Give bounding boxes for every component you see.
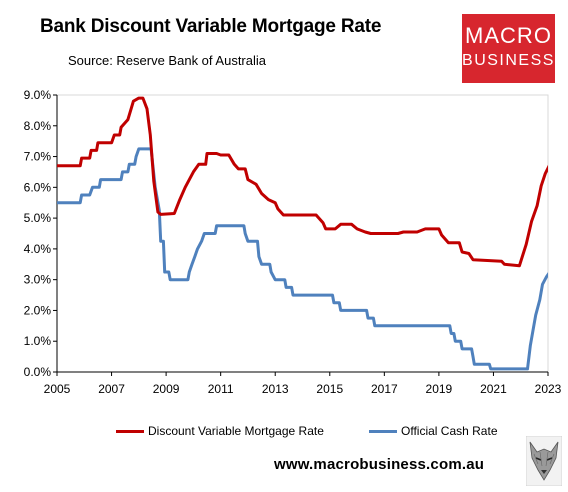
legend-label-cash-rate: Official Cash Rate — [401, 424, 498, 438]
chart-subtitle: Source: Reserve Bank of Australia — [68, 53, 266, 68]
x-tick-label: 2013 — [262, 382, 289, 396]
series-line-cash-rate — [57, 147, 548, 371]
macrobusiness-logo: MACRO BUSINESS — [462, 14, 555, 83]
series-line-mortgage-rate — [57, 96, 548, 268]
y-tick-label: 2.0% — [24, 303, 52, 317]
y-tick-label: 5.0% — [24, 211, 52, 225]
footer-url: www.macrobusiness.com.au — [274, 456, 485, 473]
plot-frame — [56, 94, 549, 373]
x-tick-label: 2021 — [480, 382, 507, 396]
legend-swatch-cash-rate — [369, 429, 397, 433]
legend-label-mortgage-rate: Discount Variable Mortgage Rate — [148, 424, 324, 438]
x-tick-label: 2011 — [208, 382, 234, 396]
legend-item-cash-rate: Official Cash Rate — [369, 424, 498, 438]
legend-item-mortgage-rate: Discount Variable Mortgage Rate — [116, 424, 324, 438]
y-tick-label: 7.0% — [24, 150, 52, 164]
y-tick-label: 0.0% — [24, 365, 52, 379]
wolf-logo-icon — [526, 436, 562, 486]
x-tick-label: 2007 — [98, 382, 125, 396]
chart-title: Bank Discount Variable Mortgage Rate — [40, 16, 382, 37]
x-tick-label: 2015 — [316, 382, 343, 396]
x-tick-label: 2005 — [44, 382, 71, 396]
line-chart: 0.0% 1.0% 2.0% 3.0% 4.0% 5.0% 6.0% 7.0% 8.0% 9.0%… — [24, 88, 562, 396]
logo-line2: BUSINESS — [462, 52, 555, 69]
legend-swatch-mortgage-rate — [116, 429, 144, 433]
y-tick-label: 9.0% — [24, 88, 52, 102]
x-tick-label: 2009 — [153, 382, 180, 396]
x-tick-label: 2019 — [426, 382, 453, 396]
y-tick-label: 1.0% — [24, 334, 52, 348]
y-tick-label: 4.0% — [24, 242, 52, 256]
x-tick-label: 2017 — [371, 382, 398, 396]
plot-area: 0.0% 1.0% 2.0% 3.0% 4.0% 5.0% 6.0% 7.0% 8.0% 9.0%… — [24, 88, 562, 396]
y-tick-label: 3.0% — [24, 273, 52, 287]
y-tick-label: 6.0% — [24, 180, 52, 194]
y-tick-label: 8.0% — [24, 119, 52, 133]
logo-line1: MACRO — [465, 23, 552, 48]
x-tick-label: 2023 — [535, 382, 562, 396]
